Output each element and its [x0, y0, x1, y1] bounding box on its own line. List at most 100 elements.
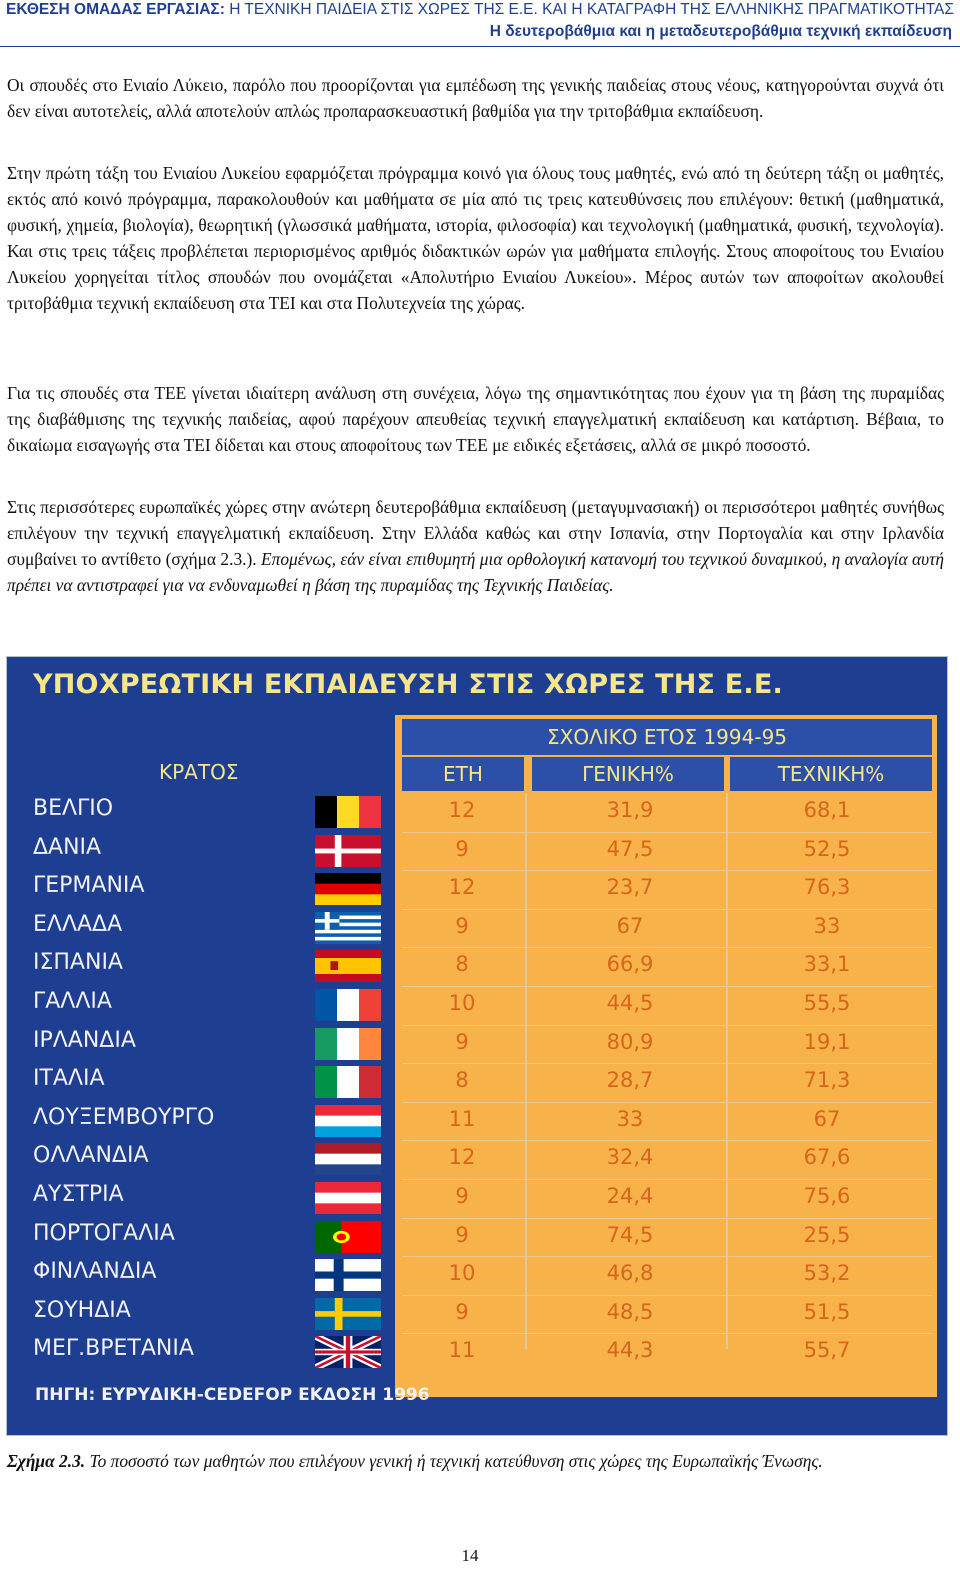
technical-percent-value: 25,5 — [803, 1222, 851, 1247]
denmark-flag-icon — [315, 834, 381, 867]
row-divider — [402, 986, 932, 987]
general-percent-value: 67 — [616, 913, 644, 938]
table-row: ΕΛΛΑΔΑ 9 67 33 — [7, 908, 947, 948]
country-name: ΣΟΥΗΔΙΑ — [33, 1297, 131, 1323]
column-header-technical: ΤΕΧΝΙΚΗ% — [730, 757, 932, 791]
figure-caption-label: Σχήμα 2.3. — [7, 1451, 86, 1471]
table-row: ΙΤΑΛΙΑ 8 28,7 71,3 — [7, 1063, 947, 1102]
netherlands-flag-icon — [315, 1143, 381, 1176]
years-value: 10 — [448, 1261, 476, 1286]
figure-caption-text: Το ποσοστό των μαθητών που επιλέγουν γεν… — [85, 1451, 823, 1471]
table-row: ΔΑΝΙΑ 9 47,5 52,5 — [7, 831, 947, 871]
years-value: 9 — [455, 1184, 469, 1208]
country-name: ΙΡΛΑΝΔΙΑ — [33, 1027, 136, 1053]
table-row: ΙΡΛΑΝΔΙΑ 9 80,9 19,1 — [7, 1024, 947, 1064]
column-header-years: ΕΤΗ — [402, 757, 524, 791]
country-name: ΜΕΓ.ΒΡΕΤΑΝΙΑ — [33, 1336, 194, 1362]
luxembourg-flag-icon — [315, 1104, 381, 1137]
table-row: ΟΛΛΑΝΔΙΑ 12 32,4 67,6 — [7, 1140, 947, 1179]
general-percent-value: 23,7 — [606, 875, 654, 900]
row-divider — [402, 1101, 932, 1103]
row-divider — [402, 1256, 932, 1258]
technical-percent-value: 55,5 — [803, 991, 851, 1015]
technical-percent-value: 33 — [813, 913, 841, 938]
general-percent-value: 28,7 — [606, 1068, 654, 1093]
country-name: ΓΕΡΜΑΝΙΑ — [33, 873, 145, 899]
technical-percent-value: 75,6 — [803, 1184, 851, 1208]
row-divider — [402, 870, 932, 872]
paragraph-3: Για τις σπουδές στα ΤΕΕ γίνεται ιδιαίτερ… — [7, 383, 944, 455]
technical-percent-value: 19,1 — [803, 1029, 851, 1054]
country-name: ΓΑΛΛΙΑ — [33, 989, 112, 1014]
france-flag-icon — [315, 989, 381, 1021]
years-value: 12 — [448, 798, 476, 822]
row-divider — [402, 1179, 932, 1180]
column-divider — [726, 793, 728, 1349]
germany-flag-icon — [315, 873, 381, 906]
table-value-panel — [395, 715, 937, 1397]
paragraph-1: Οι σπουδές στο Ενιαίο Λύκειο, παρόλο που… — [7, 75, 944, 121]
country-name: ΦΙΝΛΑΝΔΙΑ — [33, 1259, 157, 1285]
years-value: 8 — [455, 1068, 469, 1093]
general-percent-value: 33 — [616, 1106, 644, 1131]
general-percent-value: 66,9 — [606, 952, 654, 977]
technical-percent-value: 71,3 — [803, 1068, 851, 1093]
austria-flag-icon — [315, 1182, 381, 1214]
finland-flag-icon — [315, 1259, 381, 1292]
figure-source: ΠΗΓΗ: ΕΥΡΥΔΙΚΗ-CEDEFOP ΕΚΔΟΣΗ 1996 — [35, 1385, 430, 1405]
row-divider — [402, 947, 932, 949]
paragraph-4-italic: Επομένως, εάν είναι επιθυμητή μια ορθολο… — [7, 549, 944, 595]
country-name: ΠΟΡΤΟΓΑΛΙΑ — [33, 1220, 175, 1246]
running-header-title-rest: Η ΤΕΧΝΙΚΗ ΠΑΙΔΕΙΑ ΣΤΙΣ ΧΩΡΕΣ ΤΗΣ Ε.Ε. ΚΑ… — [224, 1, 954, 18]
years-value: 10 — [448, 991, 476, 1015]
table-row: ΙΣΠΑΝΙΑ 8 66,9 33,1 — [7, 947, 947, 986]
technical-percent-value: 55,7 — [803, 1338, 851, 1363]
years-value: 11 — [448, 1338, 476, 1363]
row-divider — [402, 1294, 932, 1296]
column-header-general: ΓΕΝΙΚΗ% — [532, 757, 724, 791]
row-divider — [402, 1217, 932, 1219]
paragraph-2: Στην πρώτη τάξη του Ενιαίου Λυκείου εφαρ… — [7, 163, 944, 313]
table-row: ΓΑΛΛΙΑ 10 44,5 55,5 — [7, 986, 947, 1025]
ireland-flag-icon — [315, 1027, 381, 1060]
italy-flag-icon — [315, 1066, 381, 1099]
country-name: ΙΤΑΛΙΑ — [33, 1066, 105, 1092]
school-year-band — [402, 719, 932, 755]
years-value: 9 — [455, 913, 469, 938]
running-header-title-bold: ΕΚΘΕΣΗ ΟΜΑΔΑΣ ΕΡΓΑΣΙΑΣ: — [6, 1, 225, 18]
country-name: ΔΑΝΙΑ — [33, 834, 102, 860]
greece-flag-icon — [315, 911, 381, 944]
paragraph-4: Στις περισσότερες ευρωπαϊκές χώρες στην … — [7, 494, 944, 598]
general-percent-value: 32,4 — [606, 1145, 654, 1170]
page-number: 14 — [461, 1546, 479, 1565]
technical-percent-value: 53,2 — [803, 1261, 851, 1286]
technical-percent-value: 33,1 — [803, 952, 851, 977]
table-row: ΣΟΥΗΔΙΑ 9 48,5 51,5 — [7, 1294, 947, 1334]
years-value: 9 — [455, 1299, 469, 1324]
table-row: ΓΕΡΜΑΝΙΑ 12 23,7 76,3 — [7, 870, 947, 909]
row-divider — [402, 831, 932, 833]
general-percent-value: 31,9 — [606, 798, 654, 822]
general-percent-value: 74,5 — [606, 1222, 654, 1247]
technical-percent-value: 67,6 — [803, 1145, 851, 1170]
country-name: ΟΛΛΑΝΔΙΑ — [33, 1143, 149, 1169]
general-percent-value: 47,5 — [606, 836, 654, 861]
years-value: 9 — [455, 1222, 469, 1247]
country-name: ΙΣΠΑΝΙΑ — [33, 950, 123, 976]
years-value: 8 — [455, 952, 469, 977]
years-value: 9 — [455, 1029, 469, 1054]
paragraph-4-text: Στις περισσότερες ευρωπαϊκές χώρες στην … — [7, 497, 944, 569]
row-divider — [402, 1140, 932, 1142]
general-percent-value: 44,3 — [606, 1338, 654, 1363]
technical-percent-value: 51,5 — [803, 1299, 851, 1324]
general-percent-value: 80,9 — [606, 1029, 654, 1054]
figure-education-table: ΥΠΟΧΡΕΩΤΙΚΗ ΕΚΠΑΙΔΕΥΣΗ ΣΤΙΣ ΧΩΡΕΣ ΤΗΣ Ε.… — [6, 656, 948, 1436]
row-divider — [402, 1024, 932, 1026]
figure-title: ΥΠΟΧΡΕΩΤΙΚΗ ΕΚΠΑΙΔΕΥΣΗ ΣΤΙΣ ΧΩΡΕΣ ΤΗΣ Ε.… — [33, 669, 783, 700]
column-divider — [525, 793, 527, 1349]
row-divider — [402, 908, 932, 910]
figure-caption: Σχήμα 2.3. Το ποσοστό των μαθητών που επ… — [7, 1448, 944, 1474]
portugal-flag-icon — [315, 1220, 381, 1253]
table-row: ΦΙΝΛΑΝΔΙΑ 10 46,8 53,2 — [7, 1256, 947, 1295]
years-value: 11 — [448, 1106, 476, 1131]
